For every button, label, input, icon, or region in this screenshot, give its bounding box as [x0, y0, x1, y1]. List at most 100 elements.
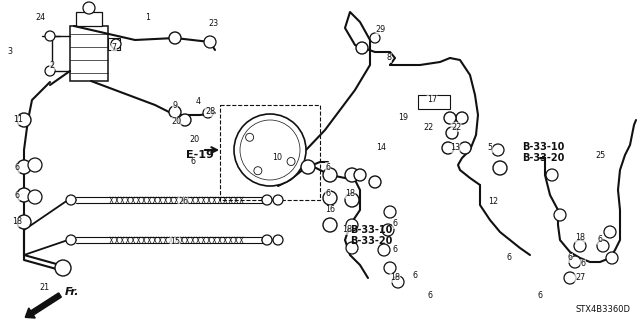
Circle shape	[323, 191, 337, 205]
Text: 22: 22	[451, 122, 461, 131]
Circle shape	[444, 112, 456, 124]
Circle shape	[446, 127, 458, 139]
Text: 20: 20	[171, 117, 181, 127]
Circle shape	[240, 120, 300, 180]
Text: 27: 27	[575, 273, 585, 283]
Circle shape	[273, 195, 283, 205]
Text: 6: 6	[191, 157, 195, 166]
Circle shape	[204, 36, 216, 48]
Text: B-33-20: B-33-20	[350, 236, 392, 246]
Circle shape	[345, 193, 359, 207]
Text: 11: 11	[13, 115, 23, 124]
Circle shape	[554, 209, 566, 221]
Circle shape	[287, 158, 295, 166]
Text: 16: 16	[325, 205, 335, 214]
Text: 10: 10	[272, 153, 282, 162]
Circle shape	[493, 161, 507, 175]
Circle shape	[55, 260, 71, 276]
Circle shape	[28, 158, 42, 172]
Bar	[70, 26, 108, 81]
Circle shape	[564, 272, 576, 284]
FancyArrow shape	[25, 293, 61, 318]
Bar	[418, 95, 450, 109]
Circle shape	[66, 235, 76, 245]
Text: Fr.: Fr.	[65, 287, 79, 297]
Text: 6: 6	[15, 164, 19, 173]
Circle shape	[17, 215, 31, 229]
Circle shape	[346, 219, 358, 231]
Text: 18: 18	[345, 189, 355, 198]
Circle shape	[234, 114, 306, 186]
Text: 9: 9	[172, 100, 177, 109]
Circle shape	[323, 218, 337, 232]
Text: 3: 3	[8, 48, 13, 56]
Circle shape	[323, 168, 337, 182]
Text: 6: 6	[326, 162, 330, 172]
Circle shape	[246, 133, 253, 141]
Circle shape	[456, 112, 468, 124]
Text: 19: 19	[398, 114, 408, 122]
Circle shape	[384, 262, 396, 274]
Circle shape	[17, 160, 31, 174]
Text: 5: 5	[488, 144, 493, 152]
Text: STX4B3360D: STX4B3360D	[575, 305, 630, 314]
Text: 2: 2	[49, 62, 54, 70]
Text: 28: 28	[205, 108, 215, 116]
Bar	[76, 12, 102, 26]
Circle shape	[606, 252, 618, 264]
Circle shape	[169, 32, 181, 44]
Text: 25: 25	[595, 151, 605, 160]
Text: 6: 6	[598, 235, 602, 244]
Circle shape	[254, 167, 262, 175]
Text: 8: 8	[387, 54, 392, 63]
Circle shape	[346, 242, 358, 254]
Circle shape	[546, 169, 558, 181]
Circle shape	[369, 176, 381, 188]
Text: 22: 22	[423, 122, 433, 131]
Text: 6: 6	[538, 292, 543, 300]
Text: 6: 6	[326, 189, 330, 198]
Circle shape	[492, 144, 504, 156]
Text: 14: 14	[376, 144, 386, 152]
Text: 17: 17	[427, 95, 437, 105]
Text: 6: 6	[392, 219, 397, 228]
Circle shape	[254, 134, 286, 166]
Circle shape	[574, 240, 586, 252]
Circle shape	[169, 106, 181, 118]
Circle shape	[356, 42, 368, 54]
Circle shape	[569, 256, 581, 268]
Circle shape	[392, 276, 404, 288]
Text: 6: 6	[15, 191, 19, 201]
Text: 24: 24	[35, 13, 45, 23]
Text: 12: 12	[488, 197, 498, 205]
Text: 18: 18	[575, 234, 585, 242]
Text: 1: 1	[145, 13, 150, 23]
Circle shape	[378, 244, 390, 256]
Text: 18: 18	[12, 218, 22, 226]
Circle shape	[273, 235, 283, 245]
Text: B-33-10: B-33-10	[522, 142, 564, 152]
Text: 18: 18	[390, 273, 400, 283]
Text: 20: 20	[189, 135, 199, 144]
Text: 13: 13	[450, 144, 460, 152]
Text: 6: 6	[392, 246, 397, 255]
Circle shape	[301, 160, 315, 174]
Text: 21: 21	[39, 284, 49, 293]
Text: 29: 29	[376, 26, 386, 34]
Circle shape	[66, 195, 76, 205]
Circle shape	[111, 39, 121, 49]
Text: 7: 7	[111, 43, 116, 53]
Bar	[108, 38, 120, 50]
Text: 6: 6	[506, 254, 511, 263]
Text: 26: 26	[178, 197, 188, 206]
Text: 6: 6	[413, 271, 417, 280]
Text: 6: 6	[428, 292, 433, 300]
Circle shape	[384, 206, 396, 218]
Circle shape	[45, 31, 55, 41]
Circle shape	[17, 113, 31, 127]
Text: B-33-20: B-33-20	[522, 153, 564, 163]
Text: 23: 23	[208, 19, 218, 27]
Circle shape	[17, 188, 31, 202]
Circle shape	[45, 66, 55, 76]
Circle shape	[28, 190, 42, 204]
